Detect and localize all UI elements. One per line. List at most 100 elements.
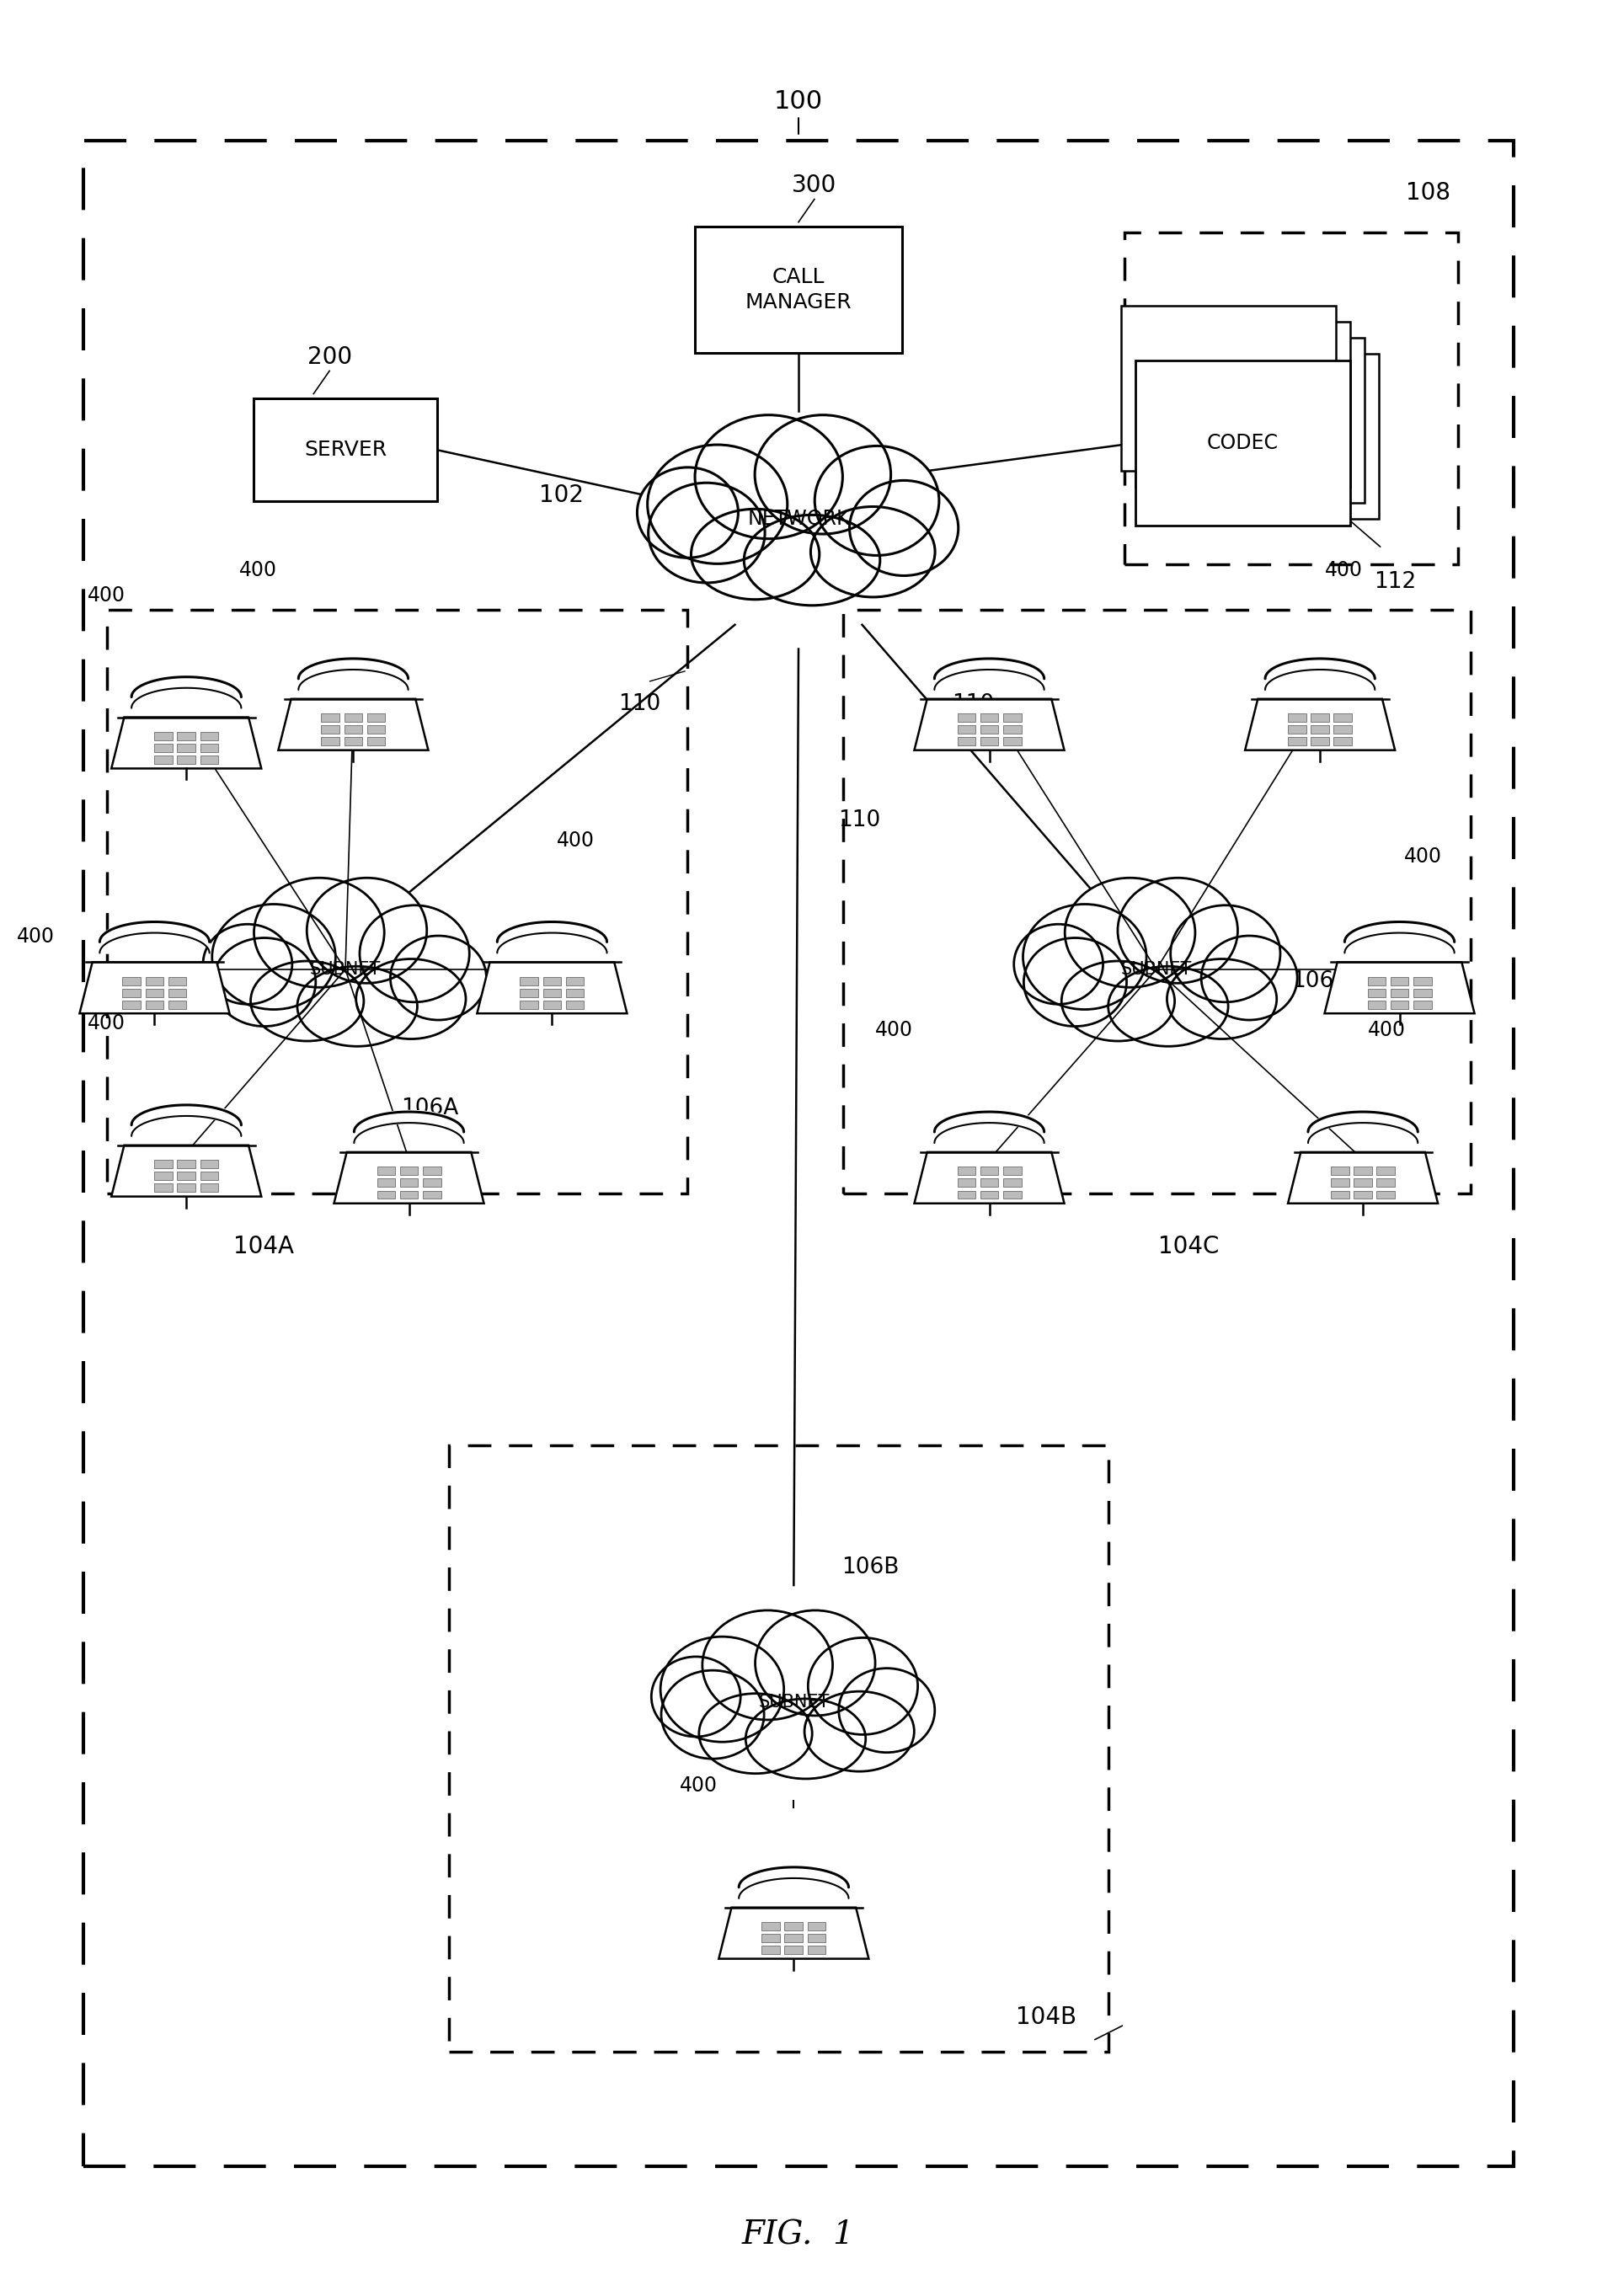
Text: 102: 102	[540, 484, 585, 507]
Bar	[565, 976, 585, 985]
Bar	[377, 1166, 394, 1176]
Bar	[695, 227, 902, 354]
Bar	[957, 714, 976, 721]
Ellipse shape	[647, 445, 787, 565]
Text: 110: 110	[952, 693, 995, 716]
Bar	[168, 990, 187, 996]
Bar	[1289, 714, 1306, 721]
Polygon shape	[478, 962, 628, 1013]
Bar	[762, 1947, 779, 1954]
Bar	[1311, 726, 1329, 735]
Bar	[808, 1947, 826, 1954]
Bar	[521, 990, 538, 996]
Bar	[321, 737, 340, 746]
Ellipse shape	[755, 1609, 875, 1715]
Text: SUBNET: SUBNET	[759, 1694, 829, 1711]
Ellipse shape	[1171, 905, 1281, 1001]
Bar	[1289, 737, 1306, 746]
Ellipse shape	[699, 1694, 813, 1773]
Bar	[423, 1192, 441, 1199]
Text: 400: 400	[875, 1019, 913, 1040]
Text: 400: 400	[88, 1013, 126, 1033]
Bar	[177, 755, 195, 765]
Ellipse shape	[746, 1699, 866, 1779]
Bar	[377, 1192, 394, 1199]
Polygon shape	[334, 1153, 484, 1203]
Ellipse shape	[307, 877, 426, 983]
Polygon shape	[1287, 1153, 1437, 1203]
Polygon shape	[915, 698, 1064, 751]
Polygon shape	[1246, 698, 1396, 751]
Text: CALL
MANAGER: CALL MANAGER	[746, 266, 851, 312]
Text: 104B: 104B	[1016, 2007, 1076, 2030]
Text: 400: 400	[16, 925, 54, 946]
Bar	[843, 611, 1471, 1194]
Bar	[1367, 976, 1386, 985]
Bar	[200, 1185, 219, 1192]
Bar	[1391, 1001, 1409, 1008]
Bar	[957, 726, 976, 735]
Bar	[981, 1166, 998, 1176]
Bar	[784, 1933, 803, 1942]
Text: 400: 400	[414, 1013, 452, 1033]
Bar	[762, 1922, 779, 1931]
Bar	[155, 744, 172, 753]
Text: 400: 400	[1369, 1019, 1405, 1040]
Bar	[1124, 232, 1458, 565]
Ellipse shape	[1167, 960, 1276, 1040]
Ellipse shape	[811, 507, 934, 597]
Bar	[543, 1001, 561, 1008]
Ellipse shape	[1024, 905, 1147, 1010]
Bar	[808, 1922, 826, 1931]
Text: SERVER: SERVER	[303, 441, 386, 459]
Ellipse shape	[850, 480, 958, 576]
Bar	[1354, 1166, 1372, 1176]
Ellipse shape	[637, 468, 738, 558]
Bar	[1150, 338, 1364, 503]
Text: 110: 110	[838, 810, 880, 831]
Bar	[145, 990, 164, 996]
Bar	[367, 714, 385, 721]
Bar	[543, 976, 561, 985]
Text: 400: 400	[557, 831, 594, 850]
Ellipse shape	[1118, 877, 1238, 983]
Bar	[957, 1192, 976, 1199]
Bar	[1003, 1166, 1022, 1176]
Bar	[1413, 1001, 1431, 1008]
Bar	[177, 1159, 195, 1169]
Bar	[1333, 714, 1353, 721]
Bar	[155, 1171, 172, 1180]
Ellipse shape	[744, 514, 880, 606]
Polygon shape	[112, 716, 262, 769]
Bar	[1121, 305, 1337, 471]
Ellipse shape	[838, 1669, 934, 1752]
Bar	[957, 1178, 976, 1187]
Text: 112: 112	[1373, 572, 1417, 592]
Text: 104C: 104C	[1158, 1235, 1219, 1258]
Bar	[423, 1166, 441, 1176]
Bar	[1391, 976, 1409, 985]
Bar	[1003, 714, 1022, 721]
Polygon shape	[80, 962, 230, 1013]
Bar	[1135, 321, 1349, 487]
Ellipse shape	[661, 1637, 784, 1743]
Bar	[1311, 714, 1329, 721]
Text: 110: 110	[618, 693, 661, 716]
Bar	[957, 737, 976, 746]
Bar	[145, 1001, 164, 1008]
Bar	[399, 1192, 418, 1199]
Bar	[1377, 1178, 1394, 1187]
Text: CODEC: CODEC	[1207, 434, 1279, 452]
Bar	[200, 755, 219, 765]
Bar	[1413, 990, 1431, 996]
Text: 104A: 104A	[233, 1235, 294, 1258]
Text: 400: 400	[1326, 560, 1362, 581]
Ellipse shape	[755, 416, 891, 535]
Bar	[1003, 737, 1022, 746]
Text: 200: 200	[307, 344, 351, 370]
Bar	[981, 1178, 998, 1187]
Bar	[177, 744, 195, 753]
Text: 106B: 106B	[842, 1557, 899, 1577]
Text: 108: 108	[1405, 181, 1450, 204]
Bar	[1330, 1178, 1349, 1187]
